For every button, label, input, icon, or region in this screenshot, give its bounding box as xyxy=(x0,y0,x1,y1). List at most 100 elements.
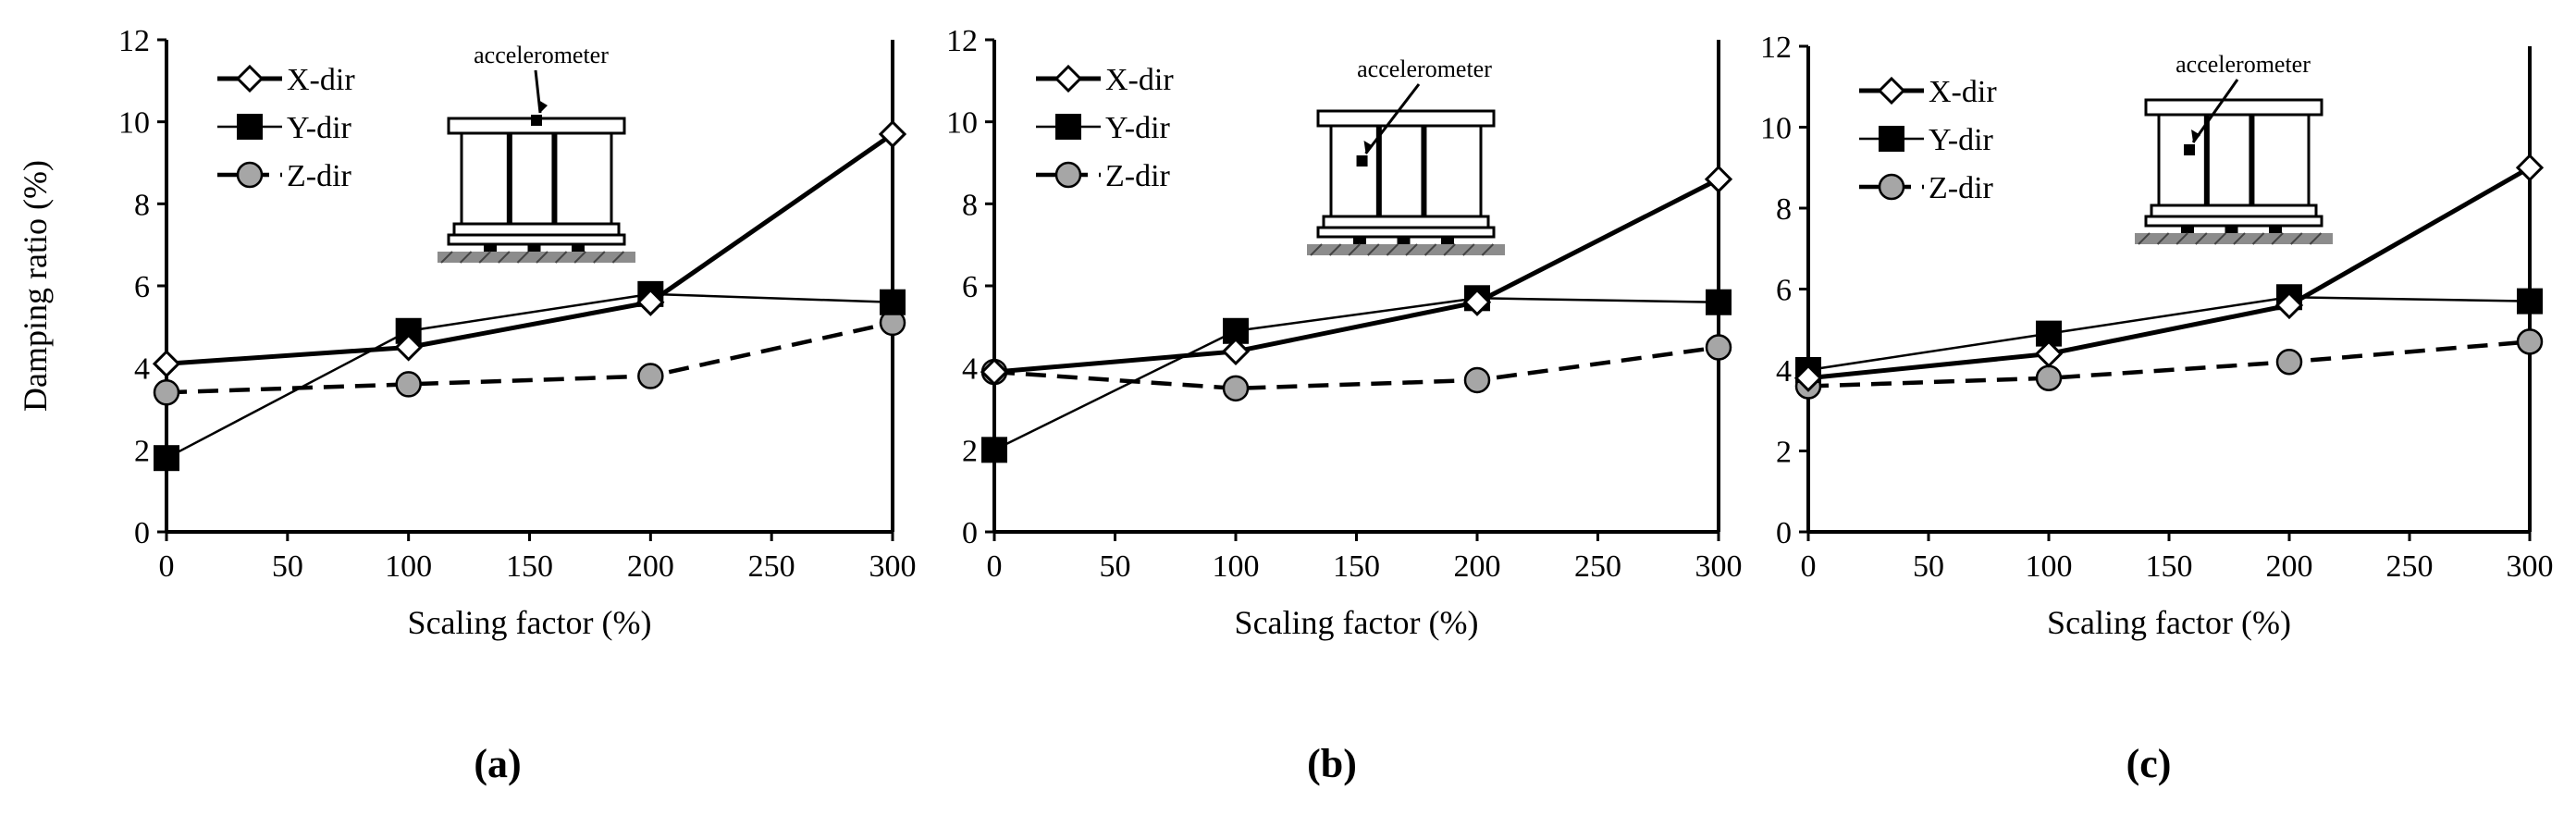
y-tick-label: 12 xyxy=(946,24,978,58)
legend-marker xyxy=(1879,126,1904,152)
data-point xyxy=(637,363,664,389)
y-tick-label: 2 xyxy=(962,434,978,468)
inset-bottom-slab xyxy=(1322,215,1490,229)
caption-b: (b) xyxy=(1307,741,1357,786)
inset-top-slab xyxy=(1316,109,1496,128)
accelerometer-inset: accelerometer xyxy=(2135,51,2333,245)
legend-label: X-dir xyxy=(287,63,355,97)
y-tick-label: 0 xyxy=(134,516,150,550)
x-tick-label: 300 xyxy=(2507,549,2554,584)
x-tick-label: 300 xyxy=(1695,549,1743,584)
inset-hatch xyxy=(1405,243,1418,256)
inset-frame xyxy=(2157,113,2311,207)
accelerometer-inset: accelerometer xyxy=(1307,56,1505,256)
series-line xyxy=(166,131,894,366)
inset-hatch xyxy=(2251,232,2265,245)
inset-support xyxy=(527,244,541,252)
inset-hatch xyxy=(459,251,473,264)
legend-marker xyxy=(1055,114,1081,140)
series-y-dir xyxy=(981,285,1732,463)
inset-support xyxy=(2269,226,2282,233)
chart-panel-c: 0 2 4 6 8 10 12 0 50 100 150 200 250 300 Scaling facto… xyxy=(1760,31,2554,641)
inset-frame xyxy=(460,131,613,226)
inset-support xyxy=(572,244,585,252)
chart-panel-b: 0 2 4 6 8 10 12 0 50 100 150 200 250 300 Scaling facto… xyxy=(946,24,1743,641)
y-tick-label: 8 xyxy=(962,188,978,222)
y-tick-label: 2 xyxy=(134,434,150,468)
inset-hatch xyxy=(1443,243,1456,256)
data-point xyxy=(1462,288,1492,316)
inset-support xyxy=(1353,237,1366,244)
accelerometer-marker xyxy=(1356,155,1368,167)
x-axis-label: Scaling factor (%) xyxy=(1235,604,1479,641)
inset-hatch xyxy=(516,251,530,264)
y-tick-label: 4 xyxy=(134,352,150,387)
x-axis-label: Scaling factor (%) xyxy=(408,604,652,641)
accelerometer-arrowhead xyxy=(1363,141,1374,154)
data-point xyxy=(1222,375,1250,402)
inset-hatch xyxy=(554,251,568,264)
inset-ground xyxy=(438,252,635,263)
x-tick-label: 0 xyxy=(1801,549,1817,584)
accelerometer-label: accelerometer xyxy=(1357,56,1492,82)
inset-bottom-slab xyxy=(452,222,621,237)
data-point xyxy=(153,379,180,406)
accelerometer-marker xyxy=(531,115,542,126)
legend-label: Y-dir xyxy=(1105,111,1171,145)
data-point xyxy=(1463,366,1491,394)
inset-hatch xyxy=(593,251,606,264)
x-tick-label: 200 xyxy=(627,549,674,584)
y-axis-label: Damping ratio (%) xyxy=(17,160,54,412)
y-tick-label: 2 xyxy=(1776,436,1792,470)
inset-hatch xyxy=(2138,232,2151,245)
y-tick-label: 4 xyxy=(1776,354,1792,389)
data-point xyxy=(152,350,181,378)
inset-ground xyxy=(2135,233,2333,244)
caption-a: (a) xyxy=(474,741,522,786)
y-tick-label: 0 xyxy=(962,516,978,550)
series-line xyxy=(993,177,1720,375)
inset-top-slab xyxy=(2144,98,2323,117)
legend-label: X-dir xyxy=(1105,63,1174,97)
x-tick-label: 200 xyxy=(1454,549,1501,584)
inset-hatch xyxy=(1462,243,1475,256)
legend-marker xyxy=(1877,76,1906,105)
x-tick-label: 50 xyxy=(1100,549,1131,584)
x-tick-label: 50 xyxy=(1913,549,1944,584)
x-tick-label: 100 xyxy=(2026,549,2073,584)
series-y-dir xyxy=(154,280,906,472)
x-tick-label: 100 xyxy=(1213,549,1260,584)
series-x-dir xyxy=(152,119,907,378)
data-point xyxy=(980,357,1009,387)
legend-label: Z-dir xyxy=(1105,159,1171,193)
inset-hatch xyxy=(2309,232,2323,245)
legend-label: Y-dir xyxy=(287,111,352,145)
series-line xyxy=(166,320,894,395)
inset-hatch xyxy=(536,251,548,264)
accelerometer-inset: accelerometer xyxy=(438,42,635,264)
inset-ground xyxy=(1307,244,1505,255)
y-tick-label: 8 xyxy=(134,188,150,222)
data-point xyxy=(2515,154,2545,182)
data-point xyxy=(981,437,1007,463)
inset-hatch xyxy=(478,251,491,264)
x-tick-label: 150 xyxy=(1333,549,1380,584)
inset-support xyxy=(2225,226,2238,233)
legend-marker xyxy=(235,64,265,93)
data-point xyxy=(1705,334,1732,361)
accelerometer-label: accelerometer xyxy=(474,42,609,68)
x-tick-label: 100 xyxy=(385,549,432,584)
inset-hatch xyxy=(1386,243,1399,256)
inset-support xyxy=(1441,237,1454,244)
data-point xyxy=(1706,289,1732,315)
inset-hatch xyxy=(2195,232,2208,245)
inset-support xyxy=(1397,237,1411,244)
data-point xyxy=(395,371,422,398)
x-tick-label: 0 xyxy=(159,549,175,584)
chart-panel-a: 0 2 4 6 8 10 12 0 50 100 150 200 250 300 Scaling facto… xyxy=(17,24,917,641)
series-line xyxy=(1807,296,2531,372)
inset-base-slab xyxy=(1316,226,1496,239)
accelerometer-label: accelerometer xyxy=(2175,51,2311,78)
inset-hatch xyxy=(498,251,511,264)
inset-base-slab xyxy=(2144,215,2323,228)
